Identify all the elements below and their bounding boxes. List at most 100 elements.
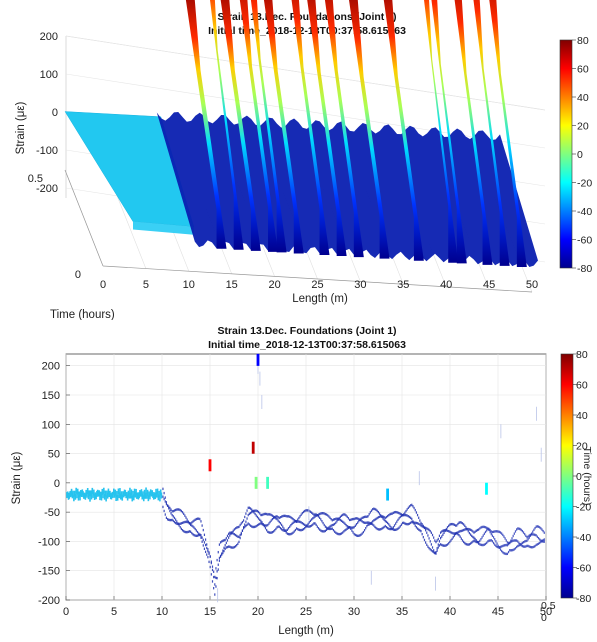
data-point [461,522,464,525]
data-point [270,531,272,534]
data-point [453,532,456,535]
y-tick-label: 0.5 [28,173,43,185]
data-point [479,527,481,530]
highlight-point [251,441,255,454]
surface-fin [307,0,347,257]
data-point [388,523,390,526]
data-point [486,526,488,530]
data-point [403,521,405,525]
y-axis-line [64,169,104,267]
data-point [164,500,166,503]
data-point [175,508,177,512]
data-point [365,526,367,530]
data-point [177,522,179,525]
data-point [436,539,438,542]
data-point [362,516,365,519]
data-point [179,522,181,525]
z-tick-label: 100 [40,69,58,81]
data-point [374,525,376,529]
data-point [422,535,424,539]
data-point [300,521,302,524]
data-point [210,573,212,576]
colorbar-ticks: 80 60 40 20 0 -20 -40 -60 -80 [573,349,591,605]
data-point [321,529,323,533]
data-point [176,520,178,523]
highlight-point [256,353,260,366]
data-point [475,540,477,544]
data-point [302,510,305,514]
y-tick-label: -150 [38,566,60,578]
data-point [274,515,276,519]
data-point [457,531,459,534]
data-point [531,546,533,549]
data-point [497,544,499,548]
data-point [397,511,399,514]
colorbar-label: Time (hours) [581,446,593,505]
data-point [267,530,269,534]
data-point [253,511,255,514]
z-gridline [65,73,546,149]
data-point [389,527,391,531]
data-point [322,512,324,515]
data-point [381,515,383,518]
baseline-band-edge [133,221,194,235]
data-point [343,521,345,524]
data-point [77,494,80,501]
data-point [160,492,163,499]
data-point [275,517,277,520]
data-point [448,524,450,528]
data-point [266,524,268,527]
data-point [324,525,326,528]
data-point [314,522,316,525]
data-point [142,491,144,498]
data-point [259,518,261,522]
data-point [180,527,182,531]
data-point [218,556,221,560]
data-point [268,522,270,525]
data-point [202,528,204,532]
data-point [79,494,81,501]
x-axis-label: Length (m) [278,625,334,637]
data-point [358,517,360,521]
data-point [287,527,290,530]
data-point [106,490,108,497]
data-point [211,580,214,583]
data-point [215,576,217,580]
data-point [171,513,173,517]
data-point [446,543,449,546]
chart-subtitle: Initial time_2018-12-13T00:37:58.615063 [208,339,406,351]
data-point [156,491,158,498]
data-point [285,514,287,518]
data-point [514,547,517,550]
data-point [275,527,277,531]
colorbar-tick-label: -40 [576,532,591,544]
data-point [163,491,165,495]
data-point [431,550,434,553]
data-point [433,550,435,554]
data-point [406,523,408,526]
data-point [297,518,299,521]
data-point [281,523,283,527]
data-point [175,521,177,525]
data-point [172,515,174,518]
data-point [435,552,437,555]
data-point [95,493,97,500]
data-point [446,526,449,529]
data-point [223,539,225,542]
data-point [337,532,339,536]
data-point [100,494,103,501]
data-point [537,536,540,540]
data-point [188,521,191,525]
data-point [429,548,431,551]
data-point [491,534,494,537]
data-point [252,510,254,513]
data-point [458,521,460,524]
y-tick-label: 0 [75,269,81,281]
data-point [260,513,262,517]
data-point [126,494,129,501]
data-point [377,516,379,519]
data-point [90,493,93,500]
data-point [319,512,321,516]
data-point [137,493,140,500]
data-point [388,513,390,517]
